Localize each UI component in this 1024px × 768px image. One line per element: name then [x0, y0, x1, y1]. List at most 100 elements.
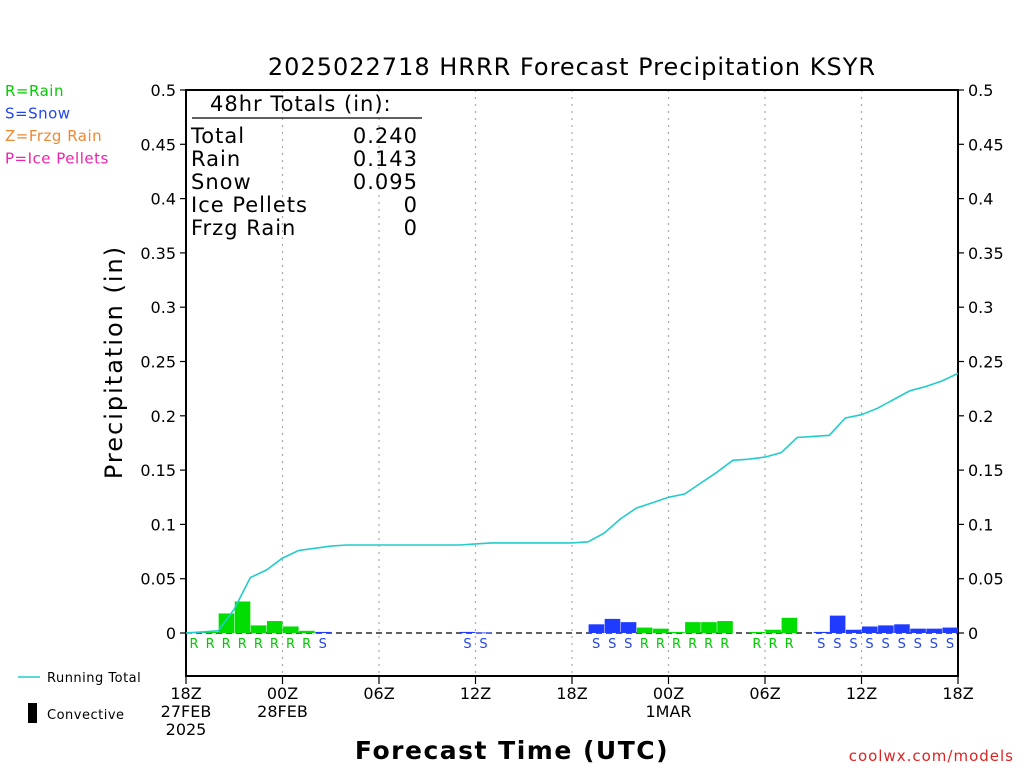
convective-swatch — [28, 703, 37, 723]
precip-bar — [588, 624, 605, 633]
type-legend-item: R=Rain — [5, 82, 64, 100]
precip-bar — [620, 622, 637, 633]
type-legend-item: Z=Frzg Rain — [5, 127, 102, 145]
precip-bar — [749, 631, 765, 633]
y-tick-label-right: 0.15 — [968, 461, 1004, 480]
precip-type-label: R — [254, 637, 263, 652]
precip-bar — [942, 627, 958, 633]
precip-type-label: S — [914, 637, 922, 652]
precip-bars — [186, 601, 958, 634]
y-tick-label-right: 0.05 — [968, 570, 1004, 589]
precip-type-label: S — [865, 637, 873, 652]
chart-title: 2025022718 HRRR Forecast Precipitation K… — [268, 53, 876, 81]
precip-type-label: R — [704, 637, 713, 652]
precip-bar — [218, 613, 235, 633]
totals-row-value: 0.143 — [353, 147, 418, 171]
totals-row-label: Frzg Rain — [191, 216, 296, 240]
precip-bar — [894, 624, 910, 633]
precip-bar — [652, 628, 669, 633]
type-legend-item: P=Ice Pellets — [5, 150, 109, 168]
precip-type-label: R — [688, 637, 697, 652]
precip-bar — [283, 626, 299, 633]
totals-row-label: Rain — [191, 147, 241, 171]
totals-row-label: Total — [190, 124, 245, 148]
precip-type-label: S — [608, 637, 616, 652]
y-tick-label-right: 0.35 — [968, 244, 1004, 263]
y-tick-label-left: 0.05 — [140, 570, 176, 589]
y-tick-label-right: 0.3 — [968, 298, 993, 317]
precip-type-legend: R=Rain S=Snow Z=Frzg Rain P=Ice Pellets — [5, 82, 109, 168]
precip-bar — [234, 601, 251, 633]
precip-bar — [717, 621, 733, 633]
precip-type-label: R — [656, 637, 665, 652]
precip-bar — [636, 627, 653, 633]
precip-type-label: R — [286, 637, 295, 652]
precip-bar — [202, 631, 219, 633]
totals-row-value: 0 — [404, 193, 418, 217]
precip-type-label: S — [946, 637, 954, 652]
precip-type-label: S — [849, 637, 857, 652]
precip-bar — [862, 626, 878, 633]
precip-type-label: S — [817, 637, 825, 652]
y-tick-label-left: 0.45 — [140, 135, 176, 154]
x-tick-label: 06Z — [749, 684, 780, 703]
y-tick-label-left: 0.3 — [151, 298, 176, 317]
precip-type-label: R — [785, 637, 794, 652]
y-tick-label-right: 0.45 — [968, 135, 1004, 154]
precip-bar — [878, 625, 894, 633]
type-legend-item: S=Snow — [5, 105, 71, 123]
precip-bar — [926, 628, 942, 633]
x-tick-label: 1MAR — [645, 702, 691, 721]
y-axis-label: Precipitation (in) — [100, 245, 128, 479]
totals-row-label: Snow — [191, 170, 252, 194]
precip-type-label: S — [624, 637, 632, 652]
y-tick-label-right: 0.4 — [968, 190, 993, 209]
totals-row-value: 0.095 — [353, 170, 418, 194]
precip-type-label: R — [302, 637, 311, 652]
x-tick-label: 18Z — [170, 684, 201, 703]
x-tick-label: 27FEB — [161, 702, 212, 721]
x-tick-label: 18Z — [556, 684, 587, 703]
y-tick-label-right: 0 — [968, 624, 978, 643]
precip-type-label: S — [479, 637, 487, 652]
y-tick-label-left: 0.1 — [151, 515, 176, 534]
precip-type-label: S — [319, 637, 327, 652]
x-axis-label: Forecast Time (UTC) — [355, 736, 669, 765]
convective-legend-label: Convective — [47, 708, 125, 723]
precip-bar — [910, 628, 926, 633]
y-tick-label-left: 0.5 — [151, 81, 176, 100]
precip-type-label: R — [206, 637, 215, 652]
precip-bar — [250, 625, 267, 633]
precip-bar — [765, 629, 782, 633]
x-tick-label: 18Z — [942, 684, 973, 703]
x-tick-label: 12Z — [846, 684, 877, 703]
y-tick-label-left: 0 — [166, 624, 176, 643]
convective-legend: Convective — [28, 703, 125, 723]
y-tick-label-left: 0.35 — [140, 244, 176, 263]
y-tick-label-right: 0.2 — [968, 407, 993, 426]
y-tick-label-left: 0.25 — [140, 353, 176, 372]
precip-bar — [299, 630, 315, 633]
y-tick-label-right: 0.1 — [968, 515, 993, 534]
totals-box: 48hr Totals (in): Total 0.240 Rain 0.143 Sno… — [190, 92, 422, 240]
x-tick-label: 06Z — [363, 684, 394, 703]
totals-row-value: 0 — [404, 216, 418, 240]
precip-type-label: R — [769, 637, 778, 652]
precip-type-label: R — [190, 637, 199, 652]
precip-type-label: S — [592, 637, 600, 652]
precip-type-label: R — [720, 637, 729, 652]
precip-bar — [829, 615, 846, 633]
y-axis-ticks: 0 00.05 0.050.1 0.10.15 0.150.2 0.20.25 0.250.… — [140, 81, 1003, 643]
y-tick-label-left: 0.15 — [140, 461, 176, 480]
precip-bar — [845, 629, 862, 633]
precip-bar — [459, 631, 476, 633]
precip-bar — [266, 621, 283, 633]
y-tick-label-left: 0.4 — [151, 190, 176, 209]
totals-row-value: 0.240 — [353, 124, 418, 148]
precip-type-label: R — [238, 637, 247, 652]
totals-heading: 48hr Totals (in): — [210, 92, 392, 116]
precip-type-label: S — [898, 637, 906, 652]
precip-type-label: S — [463, 637, 471, 652]
